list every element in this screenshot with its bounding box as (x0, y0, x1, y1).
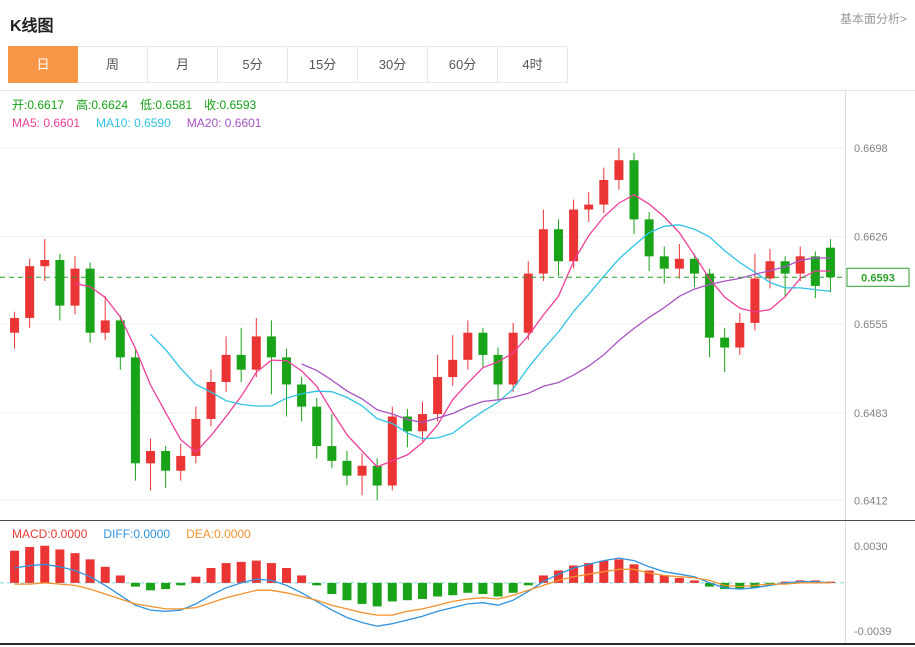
price-chart-canvas[interactable]: 0.6698 0.6626 0.6555 0.6483 0.6412 0.6593 (0, 90, 915, 520)
svg-text:-0.0039: -0.0039 (854, 626, 891, 638)
tab-week[interactable]: 周 (78, 46, 148, 83)
fundamental-analysis-link[interactable]: 基本面分析> (839, 12, 907, 26)
tab-day[interactable]: 日 (8, 46, 78, 83)
page-title: K线图 (10, 18, 54, 35)
svg-text:0.6593: 0.6593 (861, 272, 895, 284)
chart-area: 0.6698 0.6626 0.6555 0.6483 0.6412 0.6593 0.0… (0, 90, 915, 645)
svg-text:0.6483: 0.6483 (854, 408, 888, 420)
tab-4hour[interactable]: 4时 (498, 46, 568, 83)
tab-month[interactable]: 月 (148, 46, 218, 83)
header: K线图 基本面分析> (0, 0, 915, 46)
svg-text:0.6698: 0.6698 (854, 143, 888, 155)
svg-text:0.6555: 0.6555 (854, 319, 888, 331)
tab-5min[interactable]: 5分 (218, 46, 288, 83)
tab-60min[interactable]: 60分 (428, 46, 498, 83)
svg-text:0.6412: 0.6412 (854, 495, 888, 507)
svg-text:0.6626: 0.6626 (854, 232, 888, 244)
tab-15min[interactable]: 15分 (288, 46, 358, 83)
timeframe-tabs: 日 周 月 5分 15分 30分 60分 4时 (8, 46, 915, 83)
svg-text:0.0030: 0.0030 (854, 541, 888, 553)
tab-30min[interactable]: 30分 (358, 46, 428, 83)
macd-chart-canvas[interactable]: 0.0030 -0.0039 (0, 520, 915, 645)
